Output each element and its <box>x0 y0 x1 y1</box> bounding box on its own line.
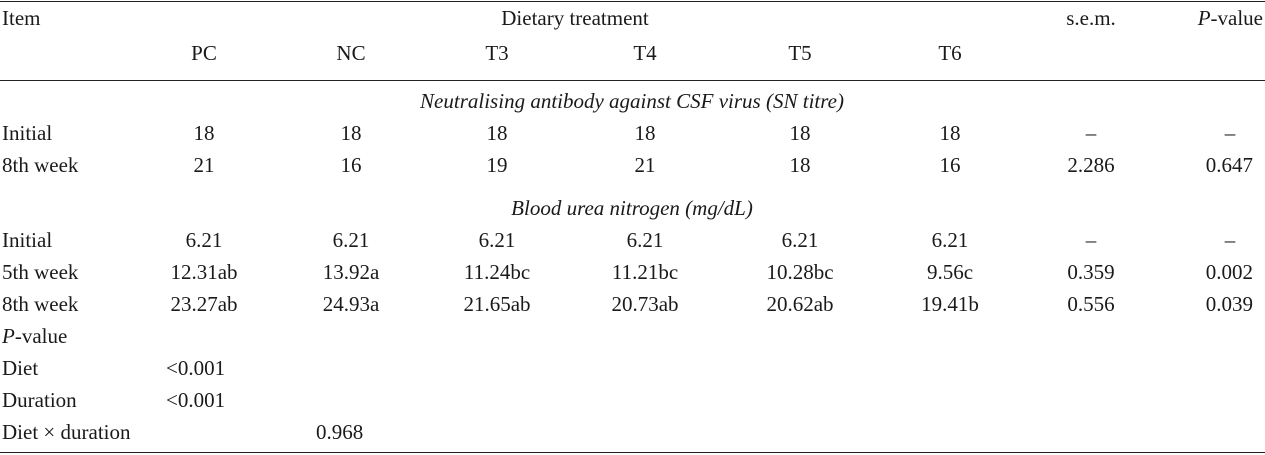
table-cell: 21.65ab <box>463 292 531 316</box>
table-cell: 24.93a <box>322 292 380 316</box>
header-rule <box>0 80 1265 81</box>
pvalue-cell: – <box>1224 121 1236 145</box>
table-cell: 18 <box>486 121 508 145</box>
header-item: Item <box>2 6 41 30</box>
table-cell: 18 <box>789 121 811 145</box>
table-cell: 21 <box>634 153 656 177</box>
pvalue-block-heading-suffix: -value <box>14 324 68 348</box>
table-cell: 6.21 <box>478 228 516 252</box>
row-label: 8th week <box>2 292 79 316</box>
table-cell: 16 <box>340 153 362 177</box>
pvalue-cell: 0.002 <box>1205 260 1253 284</box>
table-cell: 19.41b <box>921 292 979 316</box>
table-cell: 11.24bc <box>463 260 531 284</box>
section-title-bun: Blood urea nitrogen (mg/dL) <box>511 196 753 220</box>
header-pvalue-p: P <box>1197 6 1211 30</box>
table-cell: 6.21 <box>626 228 664 252</box>
table-cell: 9.56c <box>926 260 974 284</box>
table-cell: 18 <box>634 121 656 145</box>
sem-cell: 0.359 <box>1067 260 1115 284</box>
table-cell: 20.73ab <box>611 292 679 316</box>
row-label: Diet <box>2 356 39 380</box>
column-header-t4: T4 <box>633 41 657 65</box>
table-cell: 6.21 <box>931 228 969 252</box>
header-sem: s.e.m. <box>1066 6 1116 30</box>
row-label: 8th week <box>2 153 79 177</box>
header-pvalue-suffix: -value <box>1210 6 1263 30</box>
table-cell: 16 <box>939 153 961 177</box>
column-header-t5: T5 <box>788 41 812 65</box>
table-top-rule <box>0 1 1265 2</box>
table-cell: 6.21 <box>781 228 819 252</box>
table-cell: 18 <box>939 121 961 145</box>
sem-cell: – <box>1085 121 1097 145</box>
pvalue-cell: 0.647 <box>1205 153 1253 177</box>
table-cell: 20.62ab <box>766 292 834 316</box>
row-label: 5th week <box>2 260 79 284</box>
pvalue-block-value: <0.001 <box>166 388 226 412</box>
pvalue-block-value: 0.968 <box>316 420 364 444</box>
table-bottom-rule <box>0 452 1265 453</box>
pvalue-cell: – <box>1224 228 1236 252</box>
pvalue-block-heading: P-value <box>2 324 67 348</box>
row-label: Initial <box>2 228 53 252</box>
column-header-t3: T3 <box>485 41 509 65</box>
column-header-t6: T6 <box>938 41 962 65</box>
sem-cell: – <box>1085 228 1097 252</box>
column-header-pc: PC <box>191 41 217 65</box>
table-cell: 19 <box>486 153 508 177</box>
table-cell: 13.92a <box>322 260 380 284</box>
row-label: Duration <box>2 388 77 412</box>
table-cell: 23.27ab <box>170 292 238 316</box>
sem-cell: 0.556 <box>1067 292 1115 316</box>
row-label: Initial <box>2 121 53 145</box>
header-pvalue: P-value <box>1198 6 1263 30</box>
table-cell: 11.21bc <box>611 260 679 284</box>
table-cell: 21 <box>193 153 215 177</box>
table-cell: 6.21 <box>332 228 370 252</box>
column-header-nc: NC <box>336 41 366 65</box>
table-cell: 6.21 <box>185 228 223 252</box>
pvalue-cell: 0.039 <box>1205 292 1253 316</box>
pvalue-block-heading-p: P <box>2 324 15 348</box>
row-label: Diet × duration <box>2 420 131 444</box>
section-title-antibody: Neutralising antibody against CSF virus … <box>420 89 844 113</box>
pvalue-block-value: <0.001 <box>166 356 226 380</box>
header-dietary-treatment: Dietary treatment <box>501 6 649 30</box>
table-cell: 18 <box>789 153 811 177</box>
table-cell: 12.31ab <box>170 260 238 284</box>
table-cell: 18 <box>340 121 362 145</box>
sem-cell: 2.286 <box>1067 153 1115 177</box>
table-cell: 10.28bc <box>766 260 834 284</box>
table-cell: 18 <box>193 121 215 145</box>
